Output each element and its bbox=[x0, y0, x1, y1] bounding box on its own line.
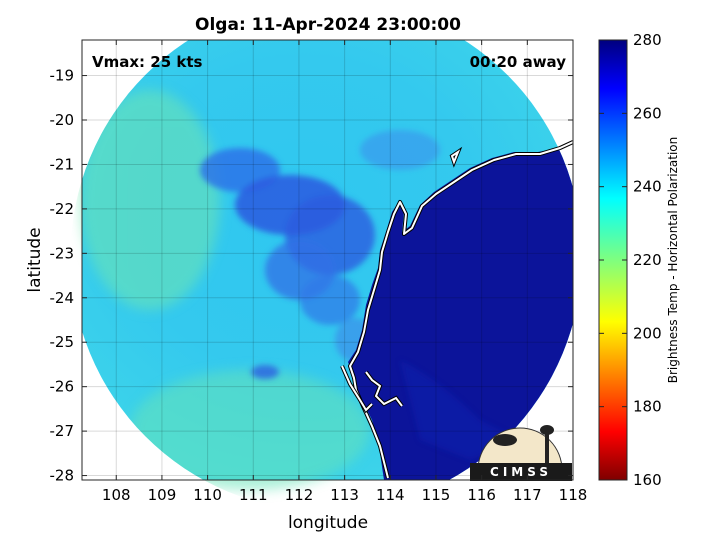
x-tick-label: 111 bbox=[239, 486, 268, 504]
colorbar-tick-label: 260 bbox=[633, 104, 662, 122]
cloud-bands bbox=[200, 130, 440, 379]
x-tick-label: 112 bbox=[285, 486, 314, 504]
logo-band bbox=[470, 463, 572, 481]
grid bbox=[82, 40, 573, 480]
plot-area: CIMSS Vmax: 25 kts 00:20 away bbox=[80, 39, 574, 490]
vmax-annotation: Vmax: 25 kts bbox=[92, 53, 202, 71]
colorbar-label: Brightness Temp - Horizontal Polarizatio… bbox=[666, 137, 680, 384]
x-tick-label: 110 bbox=[193, 486, 222, 504]
colorbar-tick-label: 160 bbox=[633, 471, 662, 489]
colorbar-ticks: 160 180 200 220 240 260 280 bbox=[599, 31, 662, 489]
warm-region-south bbox=[130, 370, 370, 490]
y-axis-label: latitude bbox=[25, 227, 45, 292]
y-tick-label: -23 bbox=[50, 244, 75, 262]
x-tick-label: 117 bbox=[513, 486, 542, 504]
x-tick-label: 108 bbox=[102, 486, 131, 504]
y-tick-label: -21 bbox=[50, 155, 75, 173]
australia-land bbox=[348, 140, 573, 480]
y-tick-label: -22 bbox=[50, 200, 75, 218]
colorbar: 160 180 200 220 240 260 280 Brightness Temp - … bbox=[598, 31, 680, 489]
y-tick-label: -25 bbox=[50, 333, 75, 351]
colorbar-tick-label: 200 bbox=[633, 324, 662, 342]
chart-title: Olga: 11-Apr-2024 23:00:00 bbox=[195, 15, 461, 35]
x-tick-label: 115 bbox=[422, 486, 451, 504]
warm-region-west bbox=[80, 90, 220, 310]
x-tick-label: 109 bbox=[148, 486, 177, 504]
logo-text: CIMSS bbox=[490, 465, 552, 479]
swath-image bbox=[80, 40, 573, 490]
colorbar-tick-label: 240 bbox=[633, 178, 662, 196]
coastline bbox=[340, 140, 573, 479]
y-tick-label: -27 bbox=[50, 422, 75, 440]
colorbar-tick-label: 180 bbox=[633, 398, 662, 416]
y-tick-label: -19 bbox=[50, 67, 75, 85]
land-texture bbox=[400, 360, 520, 460]
axes-frame bbox=[81, 39, 574, 481]
time-away-annotation: 00:20 away bbox=[470, 53, 567, 71]
colorbar-tick-label: 220 bbox=[633, 251, 662, 269]
logo-tower bbox=[545, 432, 549, 464]
cimss-logo: CIMSS bbox=[470, 425, 572, 481]
y-tick-label: -28 bbox=[50, 467, 75, 485]
x-axis: 108 109 110 111 112 113 114 115 116 117 118 bbox=[102, 40, 587, 504]
x-axis-label: longitude bbox=[288, 513, 368, 533]
y-axis: -19 -20 -21 -22 -23 -24 -25 -26 -27 -28 bbox=[50, 67, 573, 485]
x-tick-label: 114 bbox=[376, 486, 405, 504]
y-tick-label: -24 bbox=[50, 289, 75, 307]
y-tick-label: -20 bbox=[50, 111, 75, 129]
y-tick-label: -26 bbox=[50, 378, 75, 396]
x-tick-label: 113 bbox=[330, 486, 359, 504]
x-tick-label: 116 bbox=[467, 486, 496, 504]
logo-dish bbox=[493, 434, 517, 446]
colorbar-tick-label: 280 bbox=[633, 31, 662, 49]
x-tick-label: 118 bbox=[559, 486, 588, 504]
